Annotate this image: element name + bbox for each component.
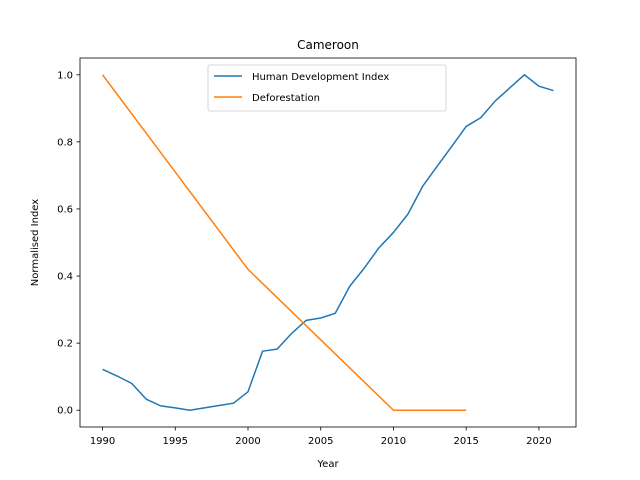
legend-label-hdi: Human Development Index — [252, 72, 389, 83]
y-axis-label: Normalised Index — [30, 199, 41, 286]
y-tick-label: 0.0 — [57, 406, 73, 417]
x-tick-label: 2010 — [381, 436, 406, 447]
y-axis: 0.0 0.2 0.4 0.6 0.8 1.0 — [57, 70, 80, 417]
x-tick-label: 2005 — [308, 436, 333, 447]
plot-frame — [79, 57, 577, 428]
series-1-line — [102, 74, 554, 411]
y-tick-label: 0.2 — [57, 339, 73, 350]
series-group — [101, 74, 554, 411]
x-tick-label: 1990 — [90, 436, 115, 447]
chart-title: Cameroon — [297, 38, 359, 52]
y-tick-label: 0.6 — [57, 204, 73, 215]
legend: Human Development Index Deforestation — [207, 64, 447, 112]
series-2-line — [101, 74, 467, 411]
x-tick-label: 2000 — [235, 436, 260, 447]
legend-label-deforestation: Deforestation — [252, 93, 320, 104]
x-tick-label: 2020 — [526, 436, 551, 447]
y-tick-label: 0.8 — [57, 137, 73, 148]
x-axis: 1990 1995 2000 2005 2010 2015 2020 — [90, 427, 552, 447]
legend-box — [207, 64, 447, 112]
y-tick-label: 1.0 — [57, 70, 73, 81]
plot-area — [79, 57, 577, 428]
x-axis-label: Year — [316, 459, 339, 470]
y-tick-label: 0.4 — [57, 272, 73, 283]
x-tick-label: 1995 — [163, 436, 188, 447]
x-tick-label: 2015 — [453, 436, 478, 447]
